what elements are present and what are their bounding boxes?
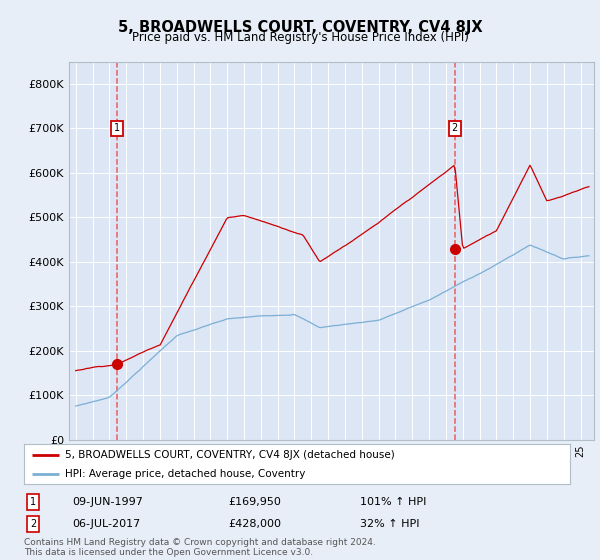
Text: 2: 2 [30,519,36,529]
Text: 1: 1 [114,123,120,133]
Text: 32% ↑ HPI: 32% ↑ HPI [360,519,419,529]
Text: £428,000: £428,000 [228,519,281,529]
Text: Price paid vs. HM Land Registry's House Price Index (HPI): Price paid vs. HM Land Registry's House … [131,31,469,44]
Text: 1: 1 [30,497,36,507]
Text: Contains HM Land Registry data © Crown copyright and database right 2024.
This d: Contains HM Land Registry data © Crown c… [24,538,376,557]
Text: 5, BROADWELLS COURT, COVENTRY, CV4 8JX: 5, BROADWELLS COURT, COVENTRY, CV4 8JX [118,20,482,35]
Text: 101% ↑ HPI: 101% ↑ HPI [360,497,427,507]
Text: £169,950: £169,950 [228,497,281,507]
Text: 2: 2 [452,123,458,133]
Text: HPI: Average price, detached house, Coventry: HPI: Average price, detached house, Cove… [65,469,305,478]
Text: 09-JUN-1997: 09-JUN-1997 [72,497,143,507]
Text: 5, BROADWELLS COURT, COVENTRY, CV4 8JX (detached house): 5, BROADWELLS COURT, COVENTRY, CV4 8JX (… [65,450,395,460]
Text: 06-JUL-2017: 06-JUL-2017 [72,519,140,529]
